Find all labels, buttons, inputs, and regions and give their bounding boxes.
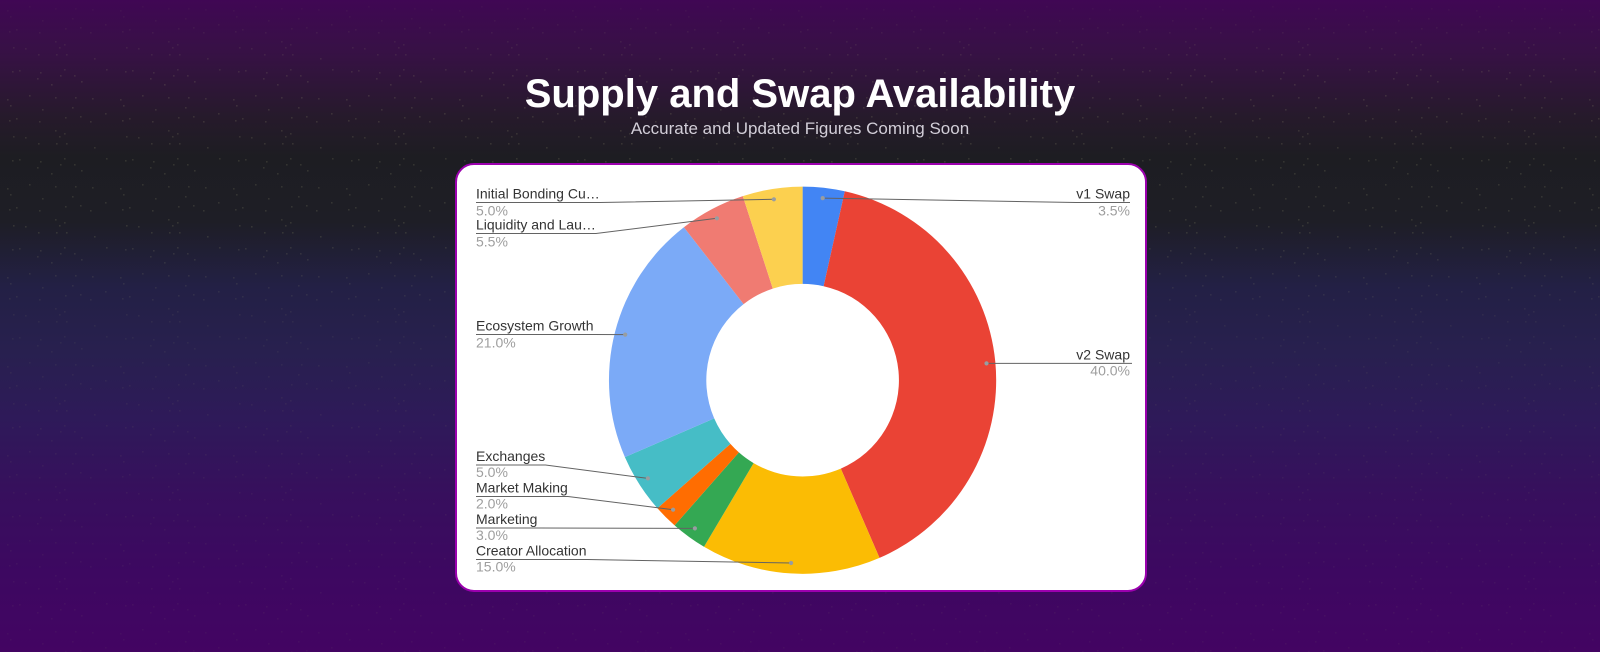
- svg-text:Liquidity and Lau…: Liquidity and Lau…: [476, 217, 596, 233]
- svg-text:5.5%: 5.5%: [476, 234, 508, 250]
- svg-text:Exchanges: Exchanges: [476, 448, 545, 464]
- svg-text:Creator Allocation: Creator Allocation: [476, 543, 587, 559]
- svg-text:v2 Swap: v2 Swap: [1076, 347, 1130, 363]
- svg-text:5.0%: 5.0%: [476, 203, 508, 219]
- svg-text:3.0%: 3.0%: [476, 527, 508, 543]
- svg-text:Marketing: Marketing: [476, 511, 537, 527]
- svg-text:Ecosystem Growth: Ecosystem Growth: [476, 318, 593, 334]
- svg-text:Market Making: Market Making: [476, 480, 568, 496]
- svg-text:40.0%: 40.0%: [1090, 363, 1130, 379]
- svg-text:2.0%: 2.0%: [476, 496, 508, 512]
- svg-text:Initial Bonding Cu…: Initial Bonding Cu…: [476, 186, 600, 202]
- svg-text:5.0%: 5.0%: [476, 464, 508, 480]
- svg-text:3.5%: 3.5%: [1098, 203, 1130, 219]
- svg-text:15.0%: 15.0%: [476, 559, 516, 575]
- svg-text:v1 Swap: v1 Swap: [1076, 186, 1130, 202]
- svg-text:21.0%: 21.0%: [476, 335, 516, 351]
